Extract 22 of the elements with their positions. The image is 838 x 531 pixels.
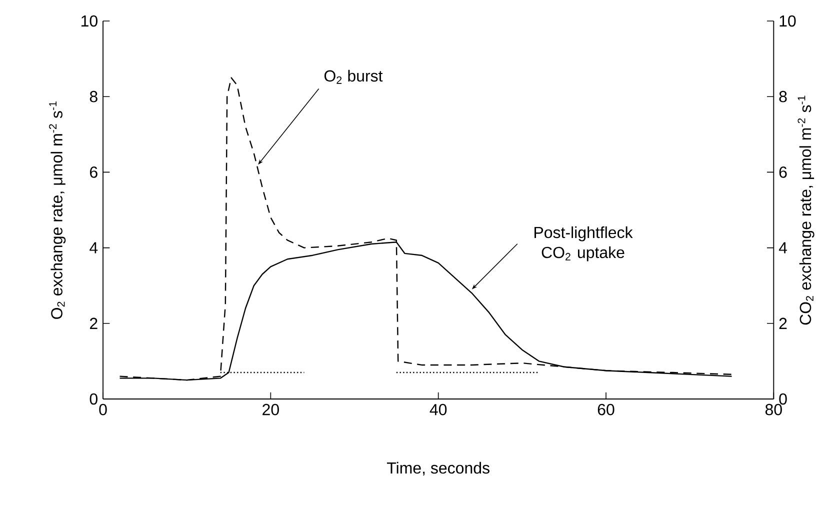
x-tick-label: 0 <box>99 404 107 416</box>
y-tick-label: 10 <box>82 15 98 27</box>
y-axis-title: O$_{2}$ exchange rate, μmol m$^{-2}$ s$^{-1}$ <box>49 102 66 319</box>
y2-tick-label: 10 <box>780 15 796 27</box>
y2-tick-label: 0 <box>779 393 787 405</box>
y-tick-label: 2 <box>90 318 98 329</box>
y-tick-label: 8 <box>90 90 98 102</box>
annotation: Post-lightfleck CO$_{2}$ uptake <box>534 226 633 262</box>
x-tick-label: 60 <box>598 404 614 416</box>
y2-tick-label: 2 <box>779 318 787 329</box>
y2-tick-label: 8 <box>779 90 787 102</box>
x-tick-label: 20 <box>262 404 279 416</box>
y-tick-label: 4 <box>90 242 98 254</box>
y-tick-label: 0 <box>90 393 98 405</box>
y2-axis-title: CO$_{2}$ exchange rate, μmol m$^{-2}$ s$^{-1}$ <box>798 96 814 325</box>
y2-tick-label: 6 <box>779 166 787 178</box>
x-tick-label: 80 <box>765 404 782 416</box>
x-tick-label: 40 <box>430 404 447 416</box>
y2-tick-label: 4 <box>778 242 787 254</box>
y-tick-label: 6 <box>90 166 98 178</box>
x-axis-title: Time, seconds <box>386 462 490 476</box>
annotation: O$_{2}$ burst <box>324 70 383 84</box>
